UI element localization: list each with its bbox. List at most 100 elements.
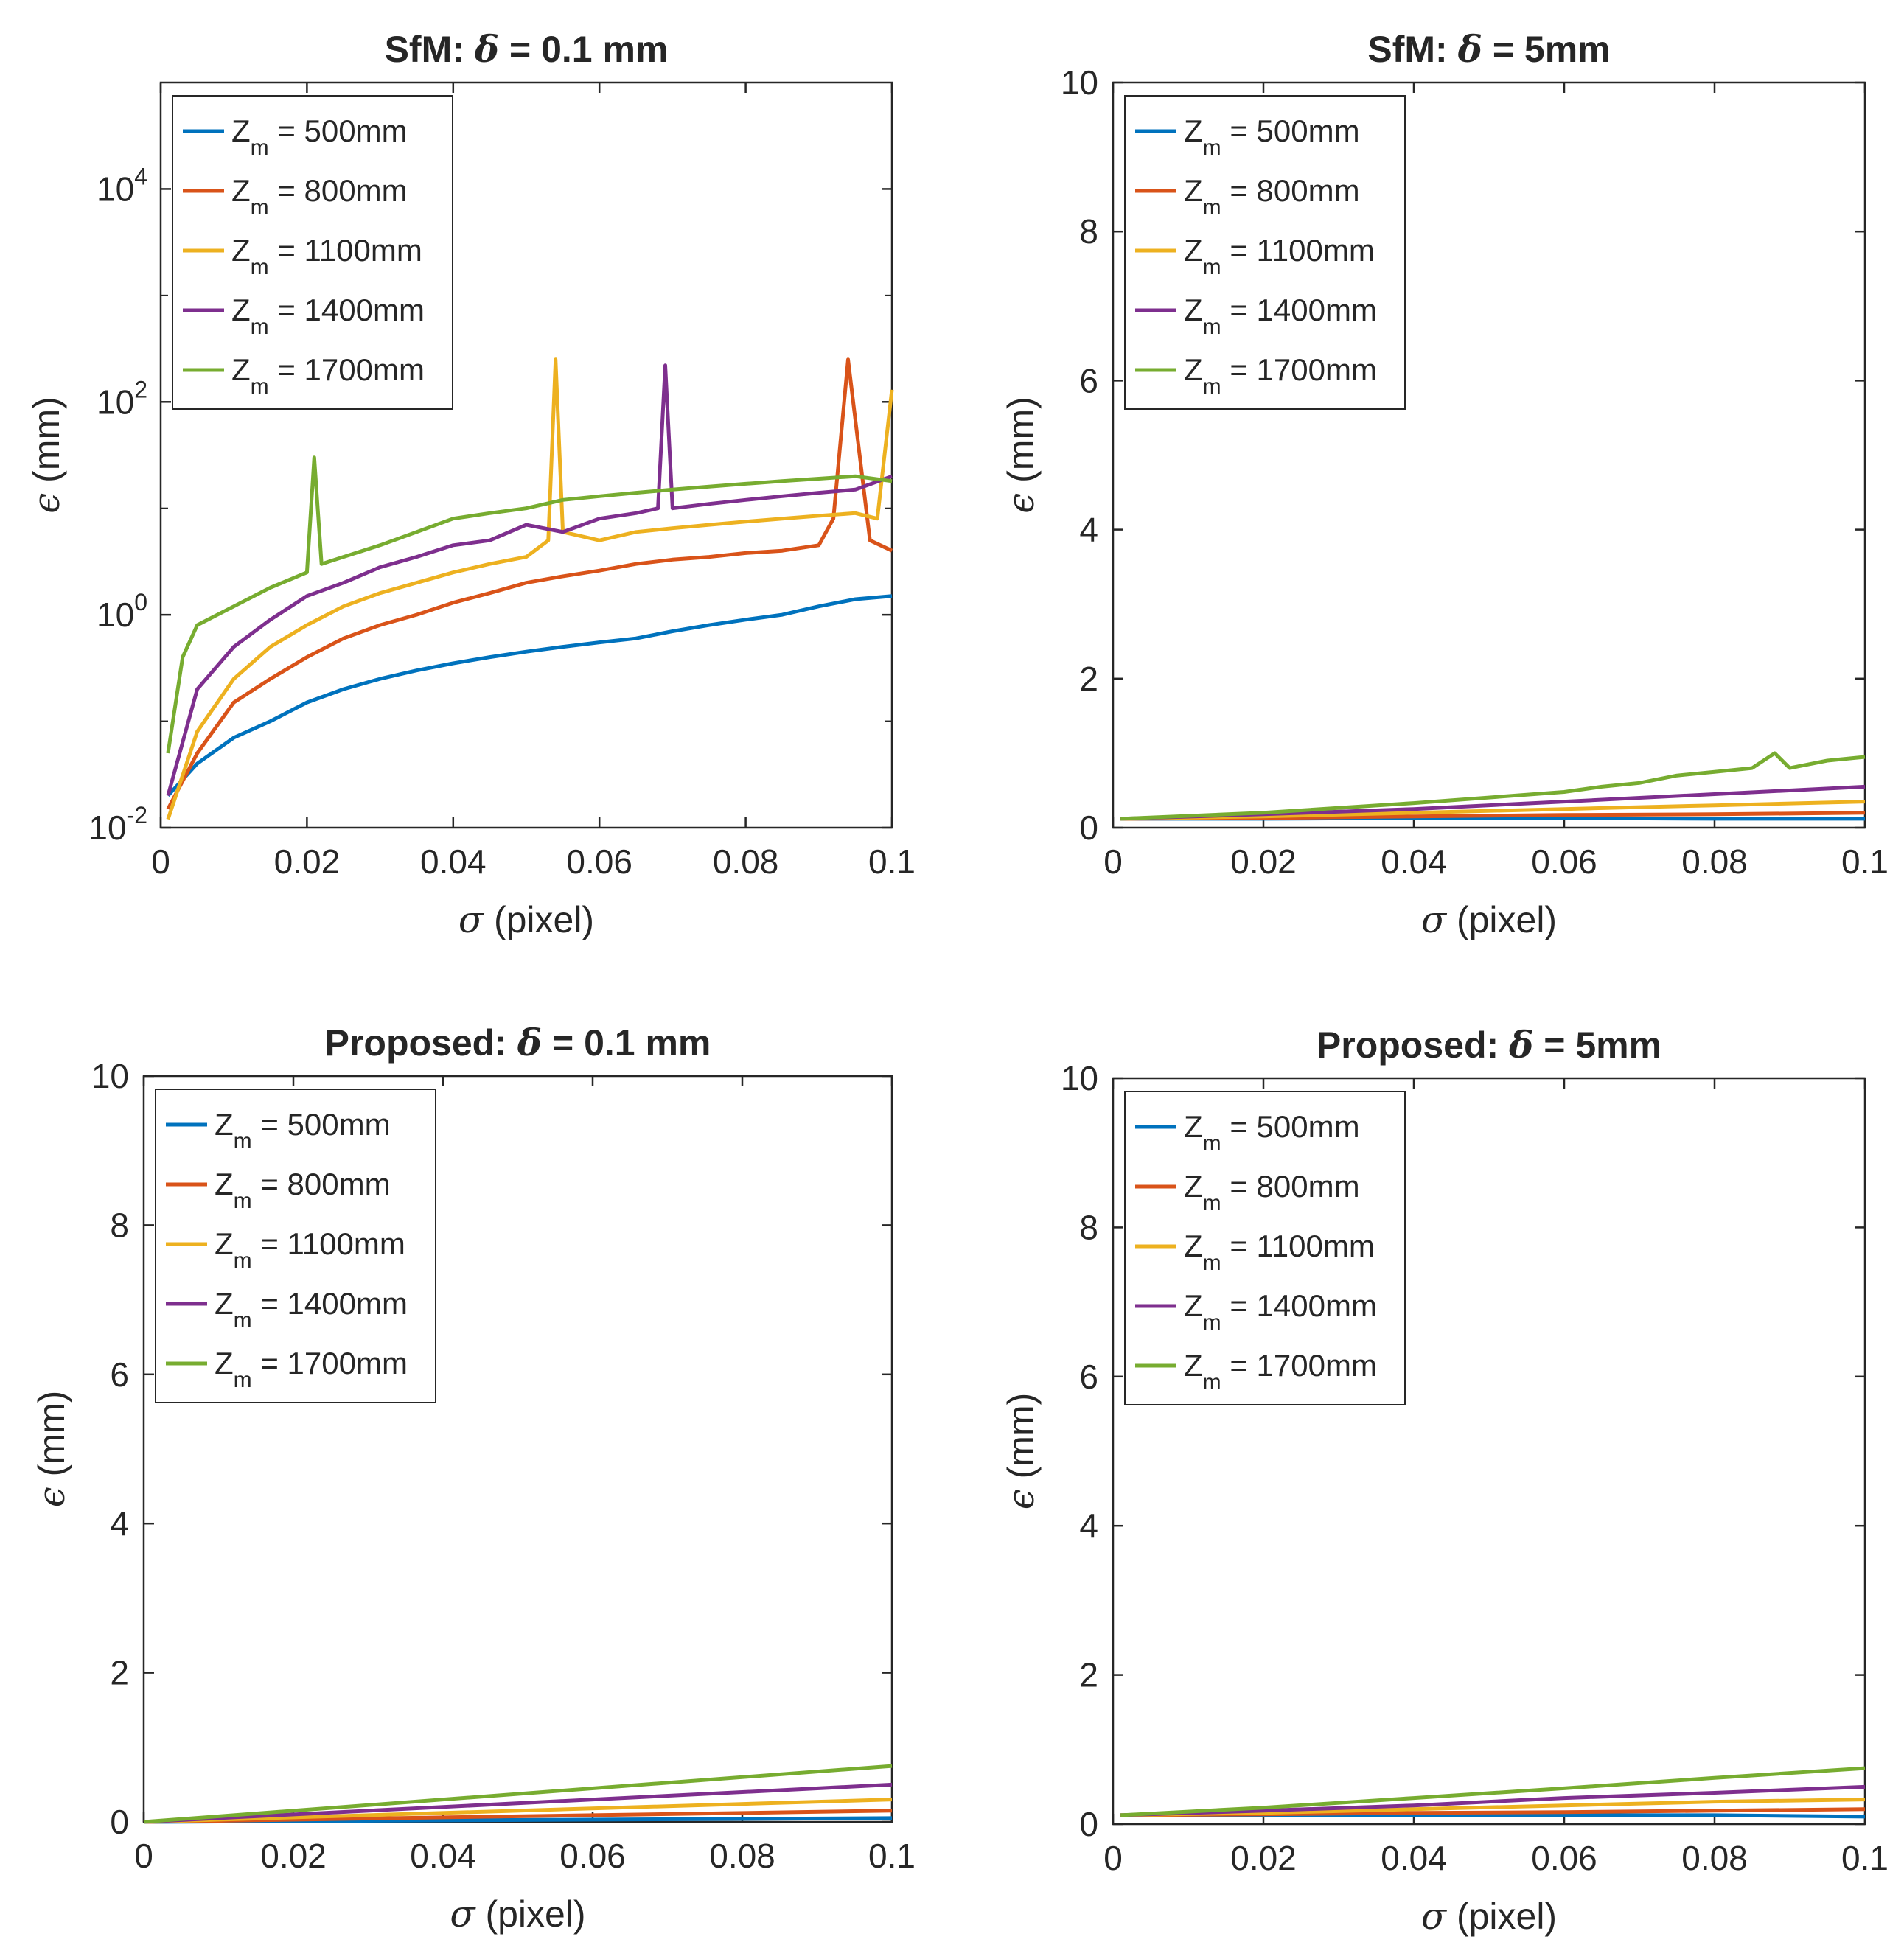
- y-tick-label: 10: [91, 1057, 129, 1095]
- series-line-4: [1120, 1766, 1866, 1817]
- y-tick-label: 2: [1079, 1656, 1098, 1694]
- y-tick-label: 8: [110, 1206, 129, 1244]
- legend-label-subscript: m: [234, 1308, 252, 1333]
- x-tick-label: 0.08: [713, 842, 779, 881]
- y-tick-label: 102: [97, 376, 147, 421]
- legend-label-subscript: m: [1203, 195, 1221, 220]
- legend-entry: Zm = 800mm: [231, 173, 408, 220]
- series-line-4: [166, 455, 893, 754]
- legend-label-rest: = 800mm: [1221, 1169, 1360, 1204]
- legend-label-rest: = 1700mm: [252, 1346, 408, 1380]
- x-axis-symbol: σ: [450, 1893, 476, 1935]
- y-tick-label: 6: [1079, 361, 1098, 399]
- chart-title: SfM: δ = 0.1 mm: [385, 27, 669, 71]
- x-axis-label: σ (pixel): [1421, 1895, 1557, 1938]
- x-tick-label: 0.04: [1381, 842, 1447, 881]
- legend-label-main: Z: [1184, 173, 1203, 208]
- legend-label-subscript: m: [1203, 255, 1221, 279]
- x-tick-label: 0.06: [1531, 842, 1597, 881]
- x-tick-label: 0.06: [566, 842, 632, 881]
- legend-label-subscript: m: [1203, 1370, 1221, 1394]
- x-tick-label: 0.04: [420, 842, 487, 881]
- y-tick-label: 104: [97, 163, 147, 208]
- chart-title-prefix: SfM:: [1367, 29, 1457, 70]
- y-tick-label: 4: [110, 1504, 129, 1543]
- legend-label-subscript: m: [234, 1368, 252, 1392]
- legend-entry: Zm = 1400mm: [1184, 293, 1377, 339]
- legend-label-main: Z: [215, 1107, 234, 1142]
- y-tick-label: 8: [1079, 212, 1098, 251]
- y-tick-label: 0: [1079, 1805, 1098, 1843]
- x-tick-label: 0.08: [1681, 842, 1748, 881]
- y-axis-label: ϵ (mm): [1000, 1393, 1042, 1510]
- legend-label-main: Z: [1184, 114, 1203, 148]
- x-tick-label: 0.1: [868, 842, 916, 881]
- legend-label-rest: = 1400mm: [1221, 293, 1377, 327]
- legend-label-rest: = 800mm: [252, 1167, 391, 1201]
- x-tick-label: 0: [151, 842, 170, 881]
- legend-label-main: Z: [215, 1286, 234, 1321]
- y-tick-label: 8: [1079, 1208, 1098, 1246]
- legend-entry: Zm = 1400mm: [215, 1286, 408, 1333]
- chart-title-symbol: δ: [1457, 27, 1482, 71]
- y-tick-label: 2: [1079, 660, 1098, 698]
- series-line-3: [143, 1782, 893, 1824]
- x-tick-label: 0.02: [1230, 842, 1297, 881]
- chart-title-prefix: SfM:: [385, 29, 475, 70]
- y-tick-label: 10: [1061, 1059, 1098, 1097]
- series-line-2: [143, 1798, 893, 1824]
- legend-entry: Zm = 800mm: [1184, 173, 1360, 220]
- y-tick-label: 0: [1079, 809, 1098, 847]
- x-tick-label: 0.02: [1230, 1839, 1297, 1877]
- legend-entry: Zm = 500mm: [1184, 114, 1360, 160]
- legend-entry: Zm = 1400mm: [231, 293, 425, 339]
- x-axis-text: (pixel): [475, 1893, 586, 1935]
- series-line-2: [166, 357, 894, 820]
- chart-title-symbol: δ: [1508, 1023, 1533, 1066]
- legend-label-rest: = 1700mm: [269, 352, 425, 387]
- legend-label-subscript: m: [251, 315, 269, 339]
- legend-label-main: Z: [1184, 352, 1203, 387]
- legend-label-main: Z: [1184, 293, 1203, 327]
- legend-label-rest: = 500mm: [252, 1107, 391, 1142]
- y-tick-label: 6: [110, 1355, 129, 1394]
- x-axis-symbol: σ: [1421, 898, 1448, 941]
- x-tick-label: 0: [134, 1837, 153, 1875]
- y-tick-label: 4: [1079, 511, 1098, 549]
- legend-label-subscript: m: [1203, 1131, 1221, 1156]
- y-tick-exponent: 0: [134, 589, 147, 615]
- legend-label-subscript: m: [1203, 374, 1221, 399]
- y-axis-text: (mm): [31, 1391, 72, 1487]
- legend-label-rest: = 500mm: [1221, 114, 1360, 148]
- x-tick-label: 0.08: [709, 1837, 775, 1875]
- chart-title-symbol: δ: [474, 27, 499, 71]
- legend-label-subscript: m: [234, 1189, 252, 1213]
- legend-label-subscript: m: [1203, 1191, 1221, 1215]
- legend-entry: Zm = 1100mm: [1184, 233, 1375, 279]
- y-tick-label: 10: [1061, 63, 1098, 102]
- y-axis-symbol: ϵ: [25, 493, 68, 514]
- legend-label-main: Z: [231, 233, 251, 268]
- y-tick-base: 10: [97, 170, 134, 208]
- x-axis-label: σ (pixel): [450, 1893, 585, 1935]
- chart-title-prefix: Proposed:: [1317, 1024, 1509, 1066]
- y-axis-text: (mm): [1000, 1393, 1042, 1490]
- legend-label-subscript: m: [234, 1249, 252, 1273]
- series-line-4: [143, 1764, 893, 1824]
- legend-label-main: Z: [231, 352, 251, 387]
- legend-label-main: Z: [215, 1346, 234, 1380]
- y-axis-symbol: ϵ: [1000, 1489, 1042, 1509]
- x-axis-text: (pixel): [484, 899, 594, 940]
- legend-label-rest: = 500mm: [1221, 1109, 1360, 1144]
- y-tick-label: 2: [110, 1654, 129, 1692]
- series-line-0: [167, 594, 893, 797]
- y-axis-symbol: ϵ: [1000, 493, 1042, 514]
- y-axis-label: ϵ (mm): [1000, 397, 1042, 514]
- x-axis-label: σ (pixel): [1421, 898, 1557, 941]
- legend-entry: Zm = 1700mm: [231, 352, 425, 399]
- legend-label-main: Z: [1184, 233, 1203, 268]
